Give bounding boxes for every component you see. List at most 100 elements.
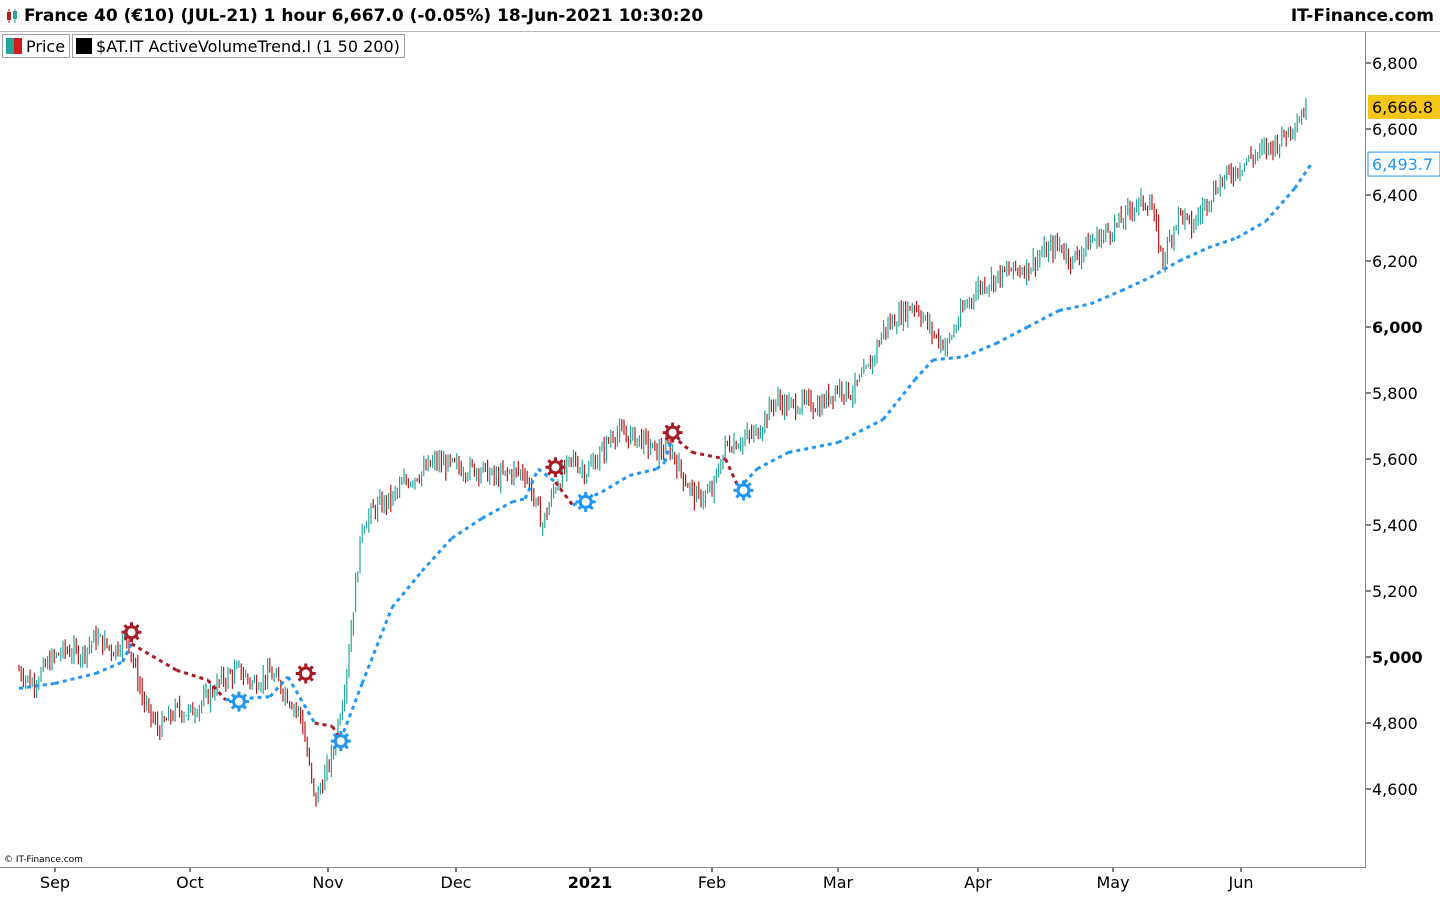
y-tick-label: 4,800 — [1372, 714, 1418, 733]
y-tick-label: 6,800 — [1372, 54, 1418, 73]
buy-signal-icon[interactable] — [228, 691, 249, 712]
trend-segment — [176, 668, 209, 682]
x-tick-label: Oct — [176, 873, 204, 892]
trend-segment — [420, 537, 453, 573]
signal-cog-ring — [124, 625, 139, 640]
legend-indicator-label: $AT.IT ActiveVolumeTrend.I (1 50 200) — [96, 36, 400, 56]
trend-segment — [225, 695, 271, 702]
y-tick-label: 6,600 — [1372, 120, 1418, 139]
trend-segment — [331, 725, 343, 741]
last-price-tag — [1368, 94, 1440, 119]
trend-segment — [881, 378, 916, 421]
buy-signal-icon[interactable] — [575, 491, 596, 512]
signal-cog-ring — [548, 460, 563, 475]
x-tick-label: Nov — [312, 873, 343, 892]
trend-value-tag — [1367, 151, 1440, 177]
trend-segment — [339, 682, 364, 741]
trend-segment — [18, 681, 56, 690]
price-series — [18, 97, 1307, 807]
signal-markers — [121, 422, 754, 752]
trend-segment — [537, 467, 557, 484]
x-tick-label: Dec — [441, 873, 472, 892]
y-tick-label: 6,200 — [1372, 252, 1418, 271]
trend-segment — [629, 467, 658, 477]
y-tick-label: 5,800 — [1372, 384, 1418, 403]
x-tick-label: Apr — [964, 873, 992, 892]
title-bar: France 40 (€10) (JUL-21) 1 hour 6,667.0 … — [0, 0, 1440, 32]
plot-area[interactable] — [0, 32, 1366, 868]
buy-signal-icon[interactable] — [733, 480, 754, 501]
sell-signal-icon[interactable] — [662, 422, 683, 443]
trend-segment — [481, 500, 513, 520]
trend-segment — [1264, 187, 1296, 223]
signal-cog-ring — [333, 734, 348, 749]
trend-segment — [963, 342, 997, 359]
trend-segment — [995, 325, 1029, 345]
trend-segment — [1149, 259, 1180, 279]
trend-segment — [450, 517, 483, 540]
trend-segment — [130, 642, 178, 672]
indicator-swatch-icon — [76, 38, 93, 54]
trend-segment — [360, 606, 394, 684]
trend-segment — [601, 474, 631, 494]
trend-segment — [655, 461, 666, 471]
y-tick-label: 6,400 — [1372, 186, 1418, 205]
y-tick-label: 5,400 — [1372, 516, 1418, 535]
trend-segment — [286, 676, 316, 724]
x-tick-label: Mar — [823, 873, 854, 892]
copyright-label: © IT-Finance.com — [4, 855, 83, 865]
brand-label: IT-Finance.com — [1290, 6, 1434, 26]
trend-segment — [314, 721, 333, 728]
trend-segment — [1089, 289, 1122, 306]
signal-cog-ring — [298, 666, 313, 681]
trend-segment — [1178, 246, 1209, 263]
y-tick-label: 5,600 — [1372, 450, 1418, 469]
trend-segment — [511, 497, 526, 504]
signal-cog-ring — [665, 425, 680, 440]
signal-cog-ring — [578, 494, 593, 509]
y-tick-label: 5,000 — [1372, 648, 1423, 667]
trend-segment — [756, 451, 790, 471]
buy-signal-icon[interactable] — [330, 731, 351, 752]
y-tick-label: 4,600 — [1372, 780, 1418, 799]
candlestick-icon — [7, 9, 17, 23]
legend-item-price[interactable]: Price — [2, 34, 71, 58]
trend-segment — [788, 441, 839, 454]
trend-segment — [837, 418, 884, 444]
legend-item-indicator[interactable]: $AT.IT ActiveVolumeTrend.I (1 50 200) — [72, 34, 405, 58]
last-price-label: 6,666.8 — [1372, 98, 1433, 117]
trend-segment — [1058, 302, 1091, 312]
trend-segment — [523, 468, 540, 500]
trend-segment — [913, 358, 934, 381]
trend-segment — [94, 660, 124, 675]
trend-segment — [1236, 220, 1267, 240]
trend-segment — [932, 355, 965, 362]
trend-segment — [54, 672, 96, 685]
trend-series — [18, 163, 1313, 741]
trend-segment — [1207, 236, 1238, 250]
trend-segment — [390, 570, 424, 609]
trend-segment — [572, 490, 603, 507]
trend-segment — [554, 481, 574, 507]
chart-legend: Price $AT.IT ActiveVolumeTrend.I (1 50 2… — [2, 34, 407, 58]
trend-segment — [1293, 163, 1313, 190]
trend-segment — [692, 450, 726, 461]
sell-signal-icon[interactable] — [121, 622, 142, 643]
trend-segment — [1120, 276, 1151, 293]
sell-signal-icon[interactable] — [545, 457, 566, 478]
x-tick-label: Sep — [40, 873, 70, 892]
trend-value-label: 6,493.7 — [1372, 155, 1433, 174]
signal-cog-ring — [736, 483, 751, 498]
y-tick-label: 6,000 — [1372, 318, 1423, 337]
trend-segment — [121, 643, 133, 663]
y-tick-label: 5,200 — [1372, 582, 1418, 601]
x-tick-label: Jun — [1228, 873, 1254, 892]
signal-cog-ring — [231, 694, 246, 709]
trend-segment — [1026, 309, 1060, 329]
legend-price-label: Price — [26, 36, 66, 56]
x-tick-label: 2021 — [568, 873, 613, 892]
x-tick-label: Feb — [698, 873, 726, 892]
price-swatch-icon — [6, 38, 22, 54]
sell-signal-icon[interactable] — [295, 663, 316, 684]
